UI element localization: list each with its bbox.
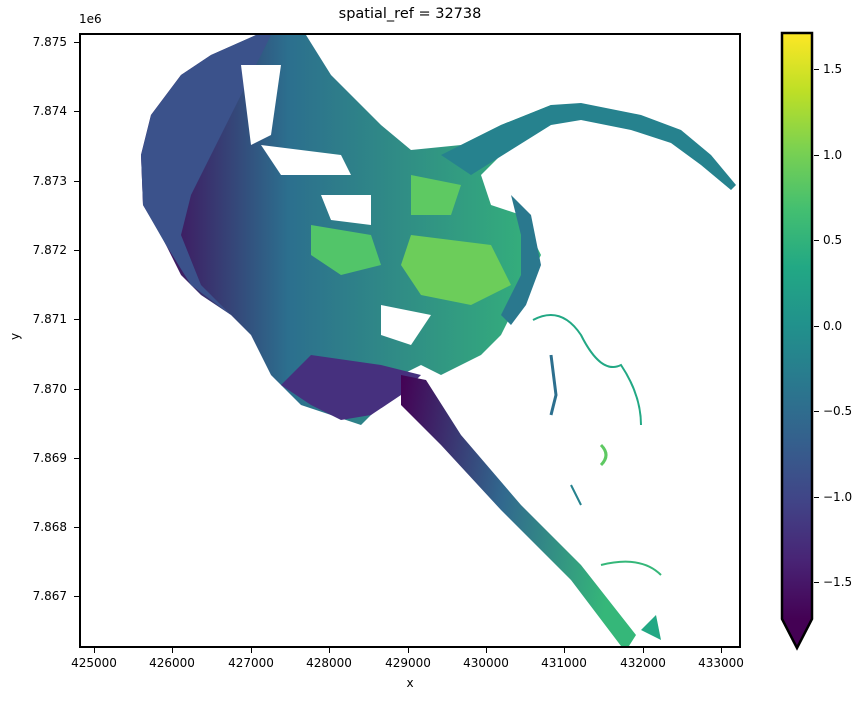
plot-area: [79, 33, 741, 648]
chart-title: spatial_ref = 32738: [338, 6, 482, 22]
y-axis-label: y: [8, 332, 22, 340]
y-axis-offset-label: 1e6: [79, 12, 102, 26]
x-axis-label: x: [406, 676, 414, 690]
raster-image: [141, 35, 736, 646]
colorbar: [780, 31, 814, 651]
